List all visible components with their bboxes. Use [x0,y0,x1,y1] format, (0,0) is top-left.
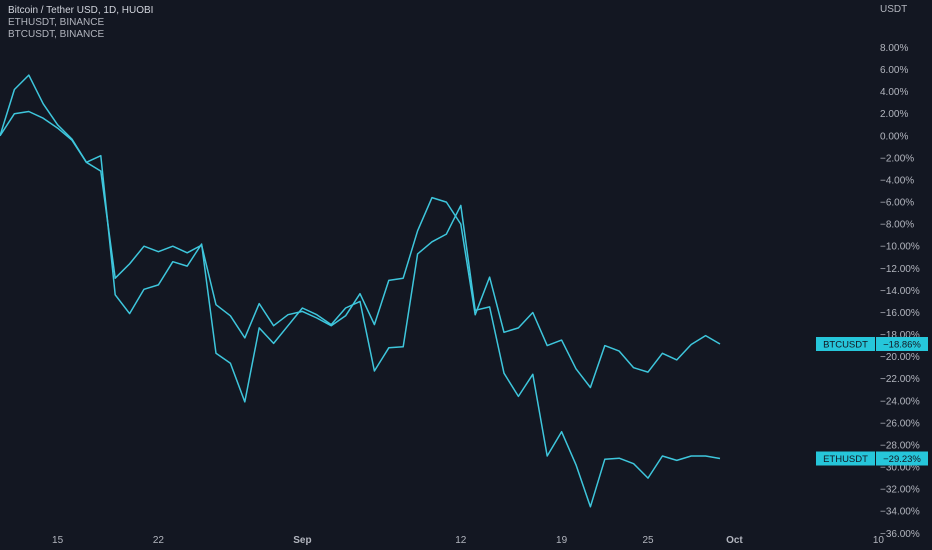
last-value-labels: BTCUSDT −18.86% ETHUSDT −29.23% [816,337,928,466]
y-tick-label: −16.00% [880,308,920,319]
last-value-label-ethusdt: ETHUSDT −29.23% [816,451,928,466]
x-tick-label: 25 [642,535,654,546]
value-tag-bg [876,337,928,351]
y-tick-label: −4.00% [880,176,914,187]
y-tick-label: −8.00% [880,220,914,231]
x-tick-label: 15 [52,535,64,546]
y-tick-label: 6.00% [880,65,908,76]
y-tick-label: −32.00% [880,485,920,496]
y-tick-label: −2.00% [880,153,914,164]
y-tick-label: −34.00% [880,507,920,518]
value-tag-bg [876,451,928,466]
symbol-tag-bg [816,337,875,351]
y-tick-label: −28.00% [880,440,920,451]
y-tick-label: −36.00% [880,529,920,540]
symbol-tag-bg [816,451,875,466]
y-tick-label: 0.00% [880,131,908,142]
series-layer [0,74,721,508]
y-tick-label: −20.00% [880,352,920,363]
symbol-tag-text: BTCUSDT [823,340,868,351]
legend-ethusdt[interactable]: ETHUSDT, BINANCE [8,17,105,28]
y-tick-label: −10.00% [880,242,920,253]
y-tick-label: −22.00% [880,374,920,385]
symbol-tag-text: ETHUSDT [823,454,868,465]
value-tag-text: −29.23% [883,454,921,465]
y-tick-label: −18.00% [880,330,920,341]
y-tick-label: −12.00% [880,264,920,275]
y-tick-label: 2.00% [880,109,908,120]
x-tick-label: 19 [556,535,568,546]
x-tick-label: 10 [873,535,885,546]
value-tag-text: −18.86% [883,340,921,351]
y-tick-label: −26.00% [880,418,920,429]
y-axis-unit-label: USDT [880,4,907,15]
series-line-btcusdt[interactable] [0,110,721,389]
y-tick-label: −24.00% [880,396,920,407]
y-tick-label: −30.00% [880,463,920,474]
x-tick-label: Oct [726,535,743,546]
series-line-ethusdt[interactable] [0,74,721,508]
y-axis[interactable]: USDT 8.00% 6.00% 4.00% 2.00% 0.00% −2.00% −4.00… [880,4,920,540]
x-tick-label: 22 [153,535,165,546]
x-axis[interactable]: 15 22 Sep 12 19 25 Oct 10 [52,535,884,546]
y-tick-label: −6.00% [880,198,914,209]
legend-btcusdt[interactable]: BTCUSDT, BINANCE [8,29,105,40]
last-value-label-btcusdt: BTCUSDT −18.86% [816,337,928,351]
x-tick-label: Sep [293,535,311,546]
x-tick-label: 12 [455,535,467,546]
y-tick-label: 4.00% [880,87,908,98]
y-tick-label: 8.00% [880,43,908,54]
y-tick-label: −14.00% [880,286,920,297]
legend-main-symbol[interactable]: Bitcoin / Tether USD, 1D, HUOBI [8,5,154,16]
chart-legend: Bitcoin / Tether USD, 1D, HUOBI ETHUSDT,… [8,5,153,41]
